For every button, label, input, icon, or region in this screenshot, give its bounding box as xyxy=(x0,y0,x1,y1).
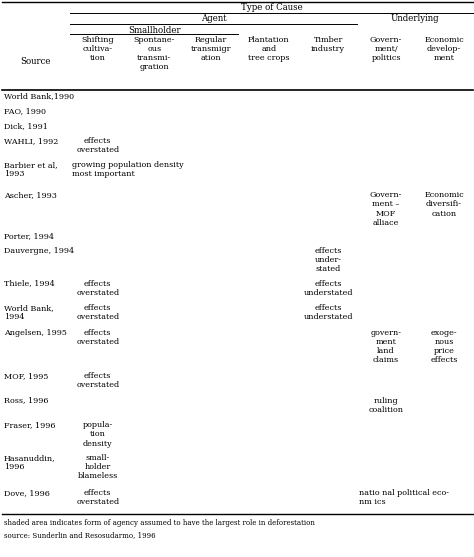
Text: FAO, 1990: FAO, 1990 xyxy=(4,107,46,115)
Text: Porter, 1994: Porter, 1994 xyxy=(4,232,54,240)
Text: World Bank,1990: World Bank,1990 xyxy=(4,92,74,100)
Text: small-
holder
blameless: small- holder blameless xyxy=(78,454,118,480)
Text: exoge-
nous
price
effects: exoge- nous price effects xyxy=(430,329,458,364)
Text: effects
overstated: effects overstated xyxy=(76,372,119,389)
Text: shaded area indicates form of agency assumed to have the largest role in defores: shaded area indicates form of agency ass… xyxy=(4,519,315,526)
Text: Govern-
ment –
MOF
alliace: Govern- ment – MOF alliace xyxy=(370,191,402,227)
Text: Fraser, 1996: Fraser, 1996 xyxy=(4,421,55,429)
Text: Ascher, 1993: Ascher, 1993 xyxy=(4,191,57,199)
Text: Thiele, 1994: Thiele, 1994 xyxy=(4,280,55,287)
Text: Underlying: Underlying xyxy=(391,14,439,23)
Text: effects
overstated: effects overstated xyxy=(76,489,119,506)
Text: Regular
transmigr
ation: Regular transmigr ation xyxy=(191,36,231,62)
Text: Economic
diversifi-
cation: Economic diversifi- cation xyxy=(424,191,464,218)
Text: Hasanuddin,
1996: Hasanuddin, 1996 xyxy=(4,454,55,471)
Text: Economic
develop-
ment: Economic develop- ment xyxy=(424,36,464,62)
Text: effects
overstated: effects overstated xyxy=(76,329,119,346)
Text: Agent: Agent xyxy=(201,14,227,23)
Text: govern-
ment
land
claims: govern- ment land claims xyxy=(371,329,401,364)
Text: Dick, 1991: Dick, 1991 xyxy=(4,122,48,130)
Text: Smallholder: Smallholder xyxy=(128,26,181,35)
Text: World Bank,
1994: World Bank, 1994 xyxy=(4,304,54,321)
Text: source: Sunderlin and Resosudarmo, 1996: source: Sunderlin and Resosudarmo, 1996 xyxy=(4,531,155,539)
Text: growing population density
most important: growing population density most importan… xyxy=(72,162,183,178)
Text: MOF, 1995: MOF, 1995 xyxy=(4,372,48,380)
Text: Timber
industry: Timber industry xyxy=(311,36,345,53)
Text: Dauvergne, 1994: Dauvergne, 1994 xyxy=(4,247,74,255)
Text: Spontane-
ous
transmi-
gration: Spontane- ous transmi- gration xyxy=(134,36,175,71)
Text: Govern-
ment/
politics: Govern- ment/ politics xyxy=(370,36,402,62)
Text: Source: Source xyxy=(20,57,50,66)
Text: Dove, 1996: Dove, 1996 xyxy=(4,489,50,497)
Text: popula-
tion
density: popula- tion density xyxy=(82,421,113,447)
Text: effects
under-
stated: effects under- stated xyxy=(314,247,342,273)
Text: effects
overstated: effects overstated xyxy=(76,280,119,297)
Text: effects
overstated: effects overstated xyxy=(76,304,119,321)
Text: natio nal political eco-
nm ics: natio nal political eco- nm ics xyxy=(358,489,448,506)
Text: Ross, 1996: Ross, 1996 xyxy=(4,397,48,404)
Text: effects
understated: effects understated xyxy=(303,304,353,321)
Text: Angelsen, 1995: Angelsen, 1995 xyxy=(4,329,67,336)
Text: effects
overstated: effects overstated xyxy=(76,137,119,154)
Text: WAHLI, 1992: WAHLI, 1992 xyxy=(4,137,58,145)
Text: Shifting
cultiva-
tion: Shifting cultiva- tion xyxy=(82,36,114,62)
Text: Plantation
and
tree crops: Plantation and tree crops xyxy=(248,36,290,62)
Text: Type of Cause: Type of Cause xyxy=(241,3,302,12)
Text: effects
understated: effects understated xyxy=(303,280,353,297)
Text: ruling
coalition: ruling coalition xyxy=(369,397,404,414)
Text: Barbier et al,
1993: Barbier et al, 1993 xyxy=(4,162,57,178)
